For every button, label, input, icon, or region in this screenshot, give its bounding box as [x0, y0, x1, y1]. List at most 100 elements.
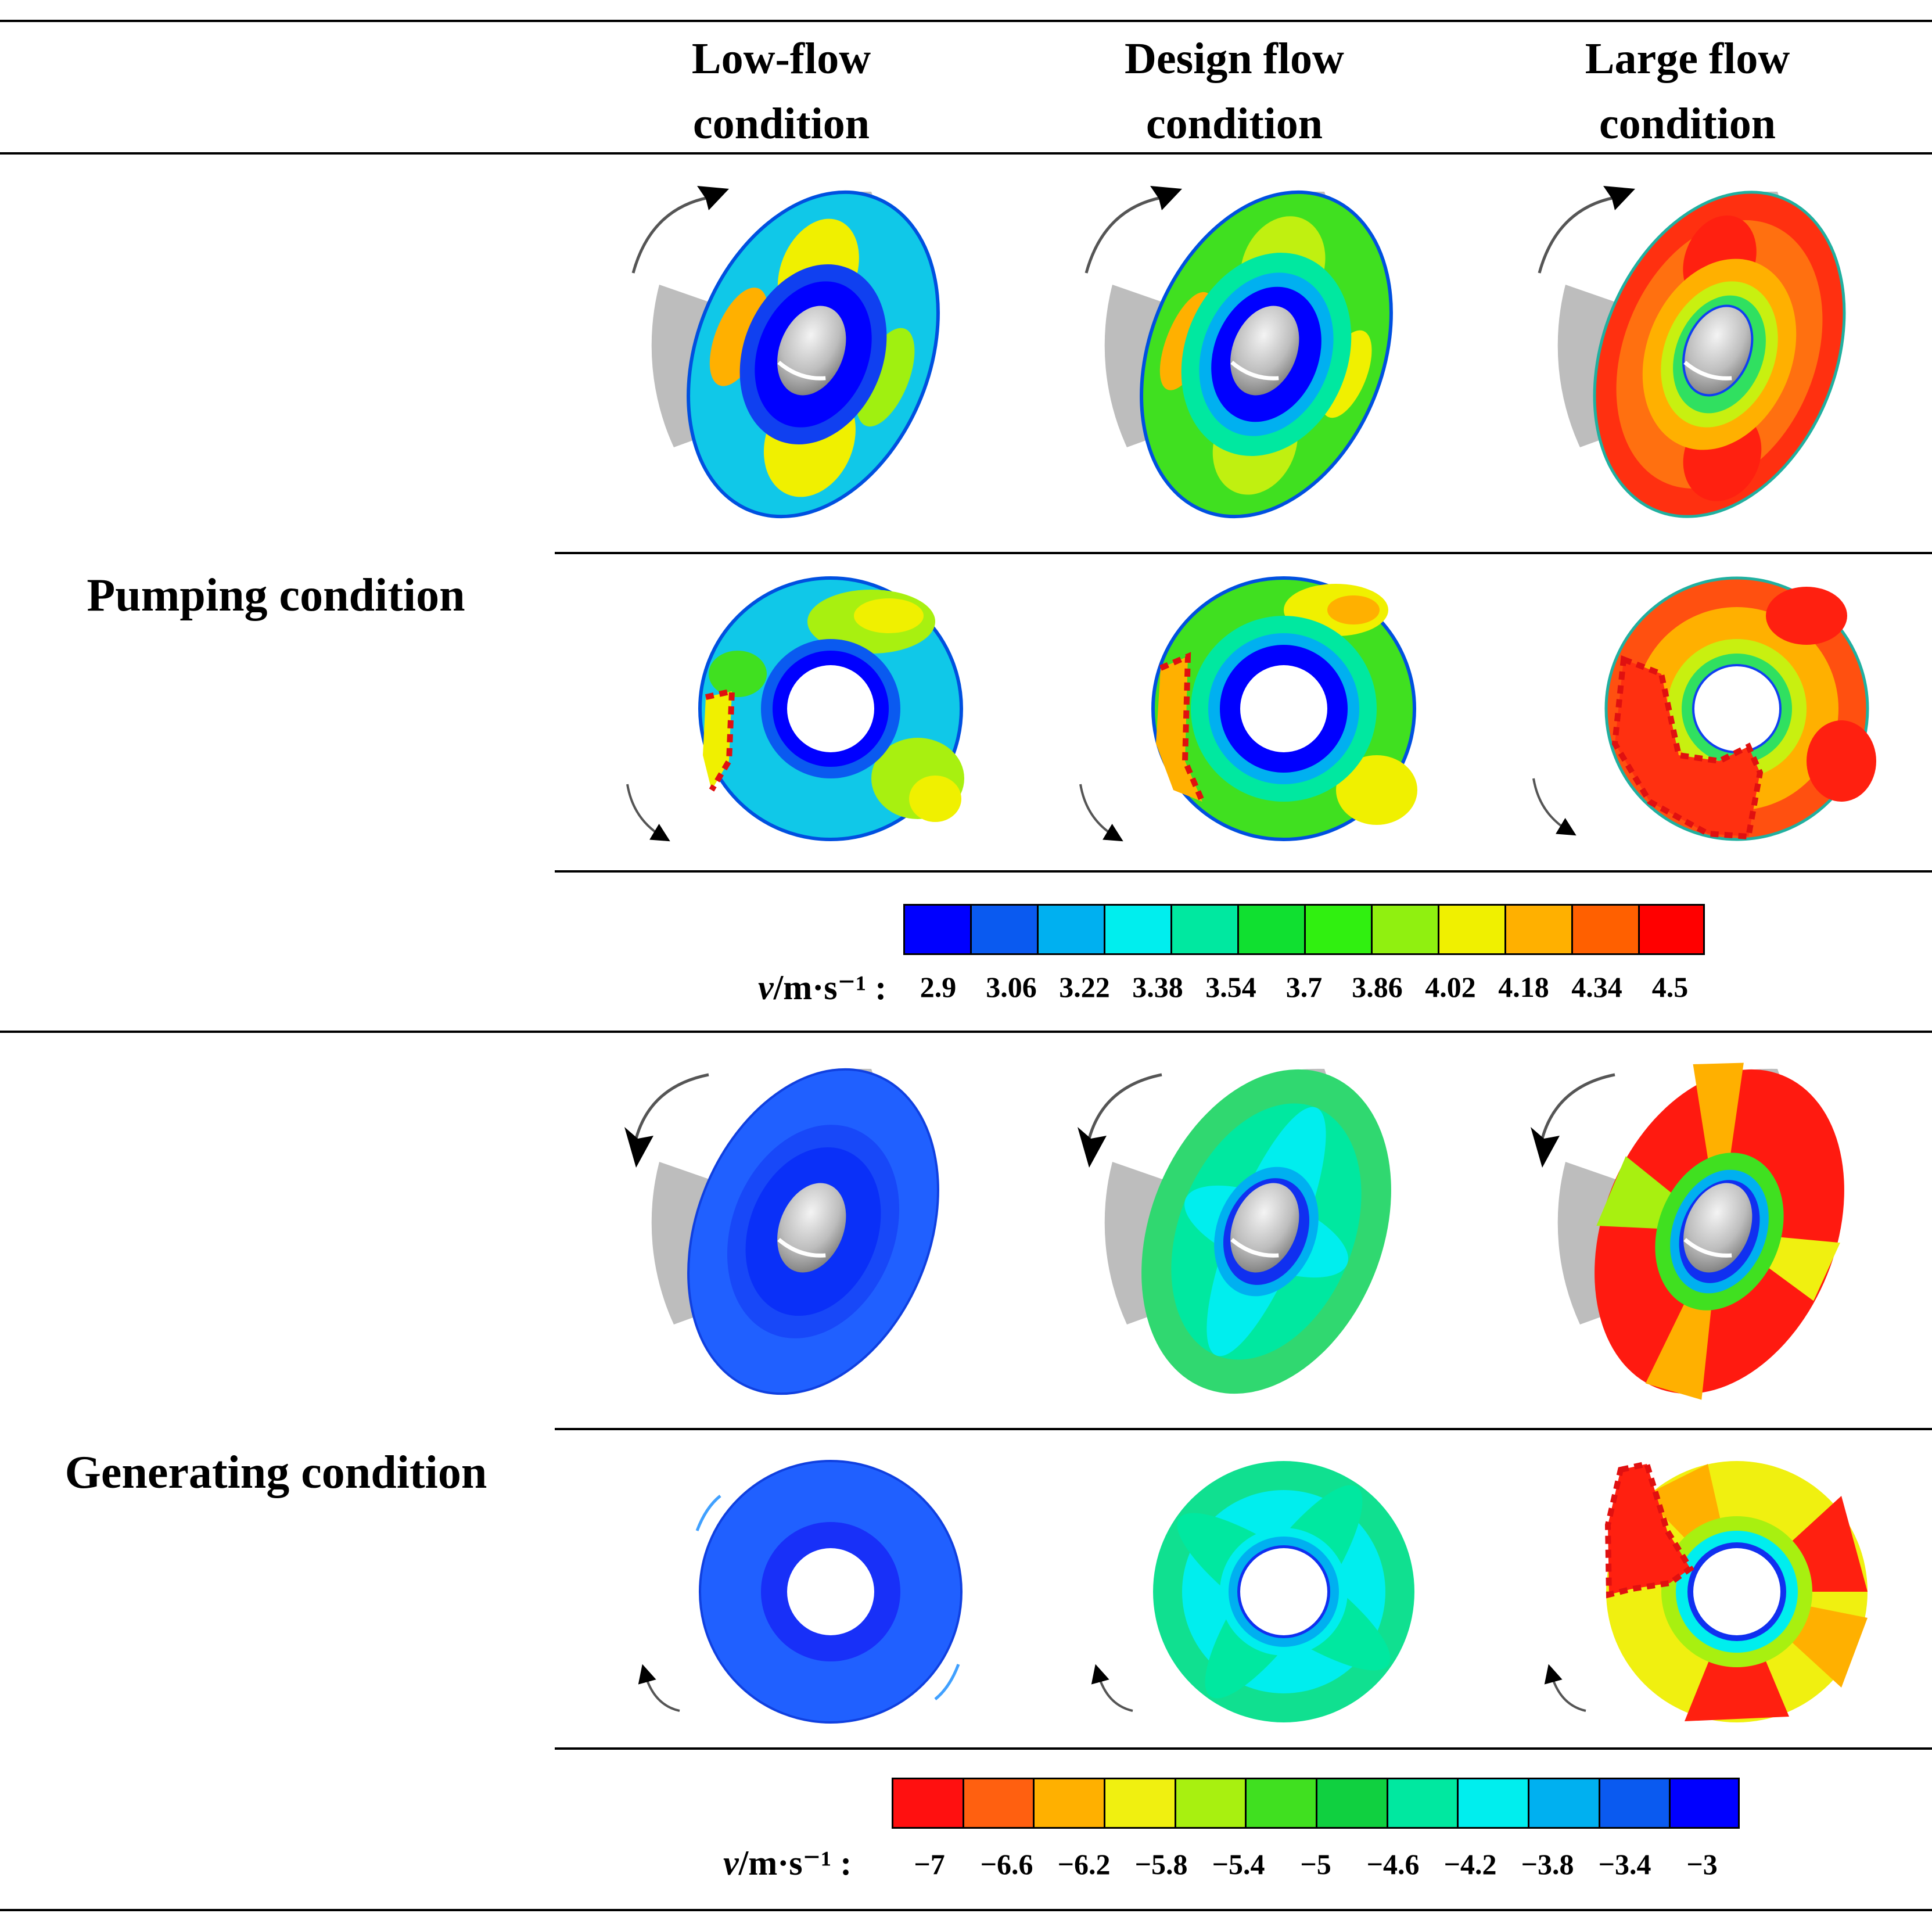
- colorbar-label: v/m·s⁻¹ :: [758, 967, 886, 1008]
- rotation-arrow-icon: [1532, 778, 1577, 836]
- column-header-line1: Low-flow: [691, 34, 871, 83]
- top-rule: [0, 20, 1932, 22]
- pumping-low-flow-2d-contour: [610, 569, 1017, 860]
- colorbar-tick-label: 4.5: [1651, 971, 1689, 1003]
- colorbar-tick-label: 4.34: [1571, 971, 1622, 1003]
- colorbar-swatch: [1438, 904, 1504, 955]
- colorbar-tick-label: −3: [1686, 1848, 1718, 1880]
- colorbar-swatch: [1033, 1778, 1104, 1829]
- row-header-pumping: Pumping condition: [87, 570, 465, 621]
- colorbar-swatch: [1104, 904, 1170, 955]
- pumping-design-flow-3d-contour: [1063, 174, 1470, 534]
- colorbar-swatch: [1386, 1778, 1457, 1829]
- colorbar-swatch: [970, 904, 1037, 955]
- colorbar-tick-label: 4.02: [1425, 971, 1476, 1003]
- column-header-line2: condition: [1145, 99, 1323, 148]
- generating-design-flow-2d-contour: [1063, 1444, 1470, 1734]
- colorbar-tick-label: 3.86: [1352, 971, 1403, 1003]
- section-rule: [0, 1031, 1932, 1033]
- rotation-arrow-icon: [1078, 1127, 1107, 1168]
- rotation-arrow-icon: [1531, 1127, 1560, 1168]
- colorbar-tick-label: −3.8: [1521, 1848, 1574, 1880]
- pumping-design-flow-2d-contour: [1063, 569, 1470, 860]
- column-header-line1: Design flow: [1125, 34, 1344, 83]
- colorbar-swatches: [903, 904, 1705, 955]
- generating-legend-rule: [555, 1747, 1932, 1750]
- colorbar-swatch: [962, 1778, 1033, 1829]
- colorbar-label-var: v: [758, 968, 774, 1007]
- colorbar-tick-label: −7: [914, 1848, 945, 1880]
- pumping-legend-rule: [555, 870, 1932, 873]
- colorbar-label-var: v: [723, 1844, 739, 1882]
- header-rule: [0, 152, 1932, 155]
- colorbar-swatch: [1371, 904, 1438, 955]
- generating-design-flow-3d-contour: [1063, 1051, 1470, 1412]
- rotation-arrow-icon: [1544, 1664, 1586, 1712]
- column-header-design-flow: Design flow condition: [1031, 26, 1438, 156]
- colorbar-tick-label: 3.06: [986, 971, 1037, 1003]
- colorbar-swatch: [1504, 904, 1571, 955]
- rotation-arrow-icon: [638, 1664, 680, 1712]
- colorbar-tick-label: −6.6: [980, 1848, 1033, 1880]
- colorbar-swatch: [1245, 1778, 1316, 1829]
- colorbar-swatch: [1174, 1778, 1245, 1829]
- colorbar-swatch: [1638, 904, 1705, 955]
- generating-mid-rule: [555, 1428, 1932, 1430]
- colorbar-tick-label: 4.18: [1498, 971, 1549, 1003]
- colorbar-swatch: [1598, 1778, 1669, 1829]
- colorbar-label-unit: /m·s⁻¹ :: [738, 1844, 852, 1882]
- rotation-arrow-icon: [1079, 784, 1123, 842]
- colorbar-swatch: [1457, 1778, 1528, 1829]
- colorbar-tick-label: 3.7: [1285, 971, 1323, 1003]
- column-header-line1: Large flow: [1585, 34, 1790, 83]
- rotation-arrow-icon: [697, 186, 729, 210]
- rotation-arrow-icon: [1091, 1664, 1133, 1712]
- colorbar-tick-label: −5.8: [1134, 1848, 1188, 1880]
- colorbar-tick-label: 3.54: [1205, 971, 1256, 1003]
- pumping-large-flow-2d-contour: [1516, 569, 1923, 860]
- colorbar-swatch: [1170, 904, 1237, 955]
- colorbar-tick-label: −5: [1300, 1848, 1331, 1880]
- pumping-mid-rule: [555, 552, 1932, 554]
- generating-low-flow-2d-contour: [610, 1444, 1017, 1734]
- colorbar-swatch: [1571, 904, 1638, 955]
- colorbar-swatch: [1103, 1778, 1175, 1829]
- pumping-large-flow-3d-contour: [1516, 174, 1923, 534]
- rotation-arrow-icon: [1603, 186, 1635, 210]
- colorbar-frame: [903, 904, 1705, 955]
- colorbar-tick-label: 2.9: [920, 971, 957, 1003]
- colorbar-swatch: [1037, 904, 1104, 955]
- generating-large-flow-2d-contour: [1516, 1444, 1923, 1734]
- generating-colorbar-legend: v/m·s⁻¹ : −7 −6.6 −6.2 −5.8 −5.4 −5 −4.6 −4.2 −3…: [0, 1760, 1932, 1900]
- colorbar-swatch: [1527, 1778, 1599, 1829]
- rotation-arrow-icon: [624, 1127, 653, 1168]
- colorbar-tick-label: −6.2: [1057, 1848, 1111, 1880]
- colorbar-swatch: [903, 904, 970, 955]
- column-header-line2: condition: [1599, 99, 1776, 148]
- pumping-low-flow-3d-contour: [610, 174, 1017, 534]
- colorbar-tick-label: −4.2: [1443, 1848, 1497, 1880]
- generating-large-flow-3d-contour: [1516, 1051, 1923, 1412]
- rotation-arrow-icon: [626, 784, 670, 842]
- pumping-colorbar-legend: v/m·s⁻¹ : 2.9 3.06 3.22 3.38 3.54 3.7 3.86 4.02…: [0, 883, 1932, 1022]
- colorbar-label-unit: /m·s⁻¹ :: [773, 968, 887, 1007]
- colorbar-label: v/m·s⁻¹ :: [723, 1843, 852, 1883]
- column-header-line2: condition: [692, 99, 870, 148]
- colorbar-tick-label: −4.6: [1366, 1848, 1420, 1880]
- colorbar-swatches: [892, 1778, 1740, 1829]
- column-header-low-flow: Low-flow condition: [578, 26, 985, 156]
- generating-low-flow-3d-contour: [610, 1051, 1017, 1412]
- colorbar-frame: [892, 1778, 1740, 1829]
- colorbar-swatch: [892, 1778, 963, 1829]
- colorbar-tick-label: −5.4: [1212, 1848, 1265, 1880]
- colorbar-swatch: [1304, 904, 1371, 955]
- colorbar-swatch: [1237, 904, 1304, 955]
- colorbar-tick-label: −3.4: [1598, 1848, 1651, 1880]
- colorbar-tick-label: 3.22: [1059, 971, 1110, 1003]
- colorbar-swatch: [1669, 1778, 1740, 1829]
- row-header-generating: Generating condition: [64, 1447, 487, 1498]
- bottom-rule: [0, 1909, 1932, 1911]
- rotation-arrow-icon: [1150, 186, 1182, 210]
- colorbar-swatch: [1315, 1778, 1387, 1829]
- colorbar-tick-label: 3.38: [1132, 971, 1183, 1003]
